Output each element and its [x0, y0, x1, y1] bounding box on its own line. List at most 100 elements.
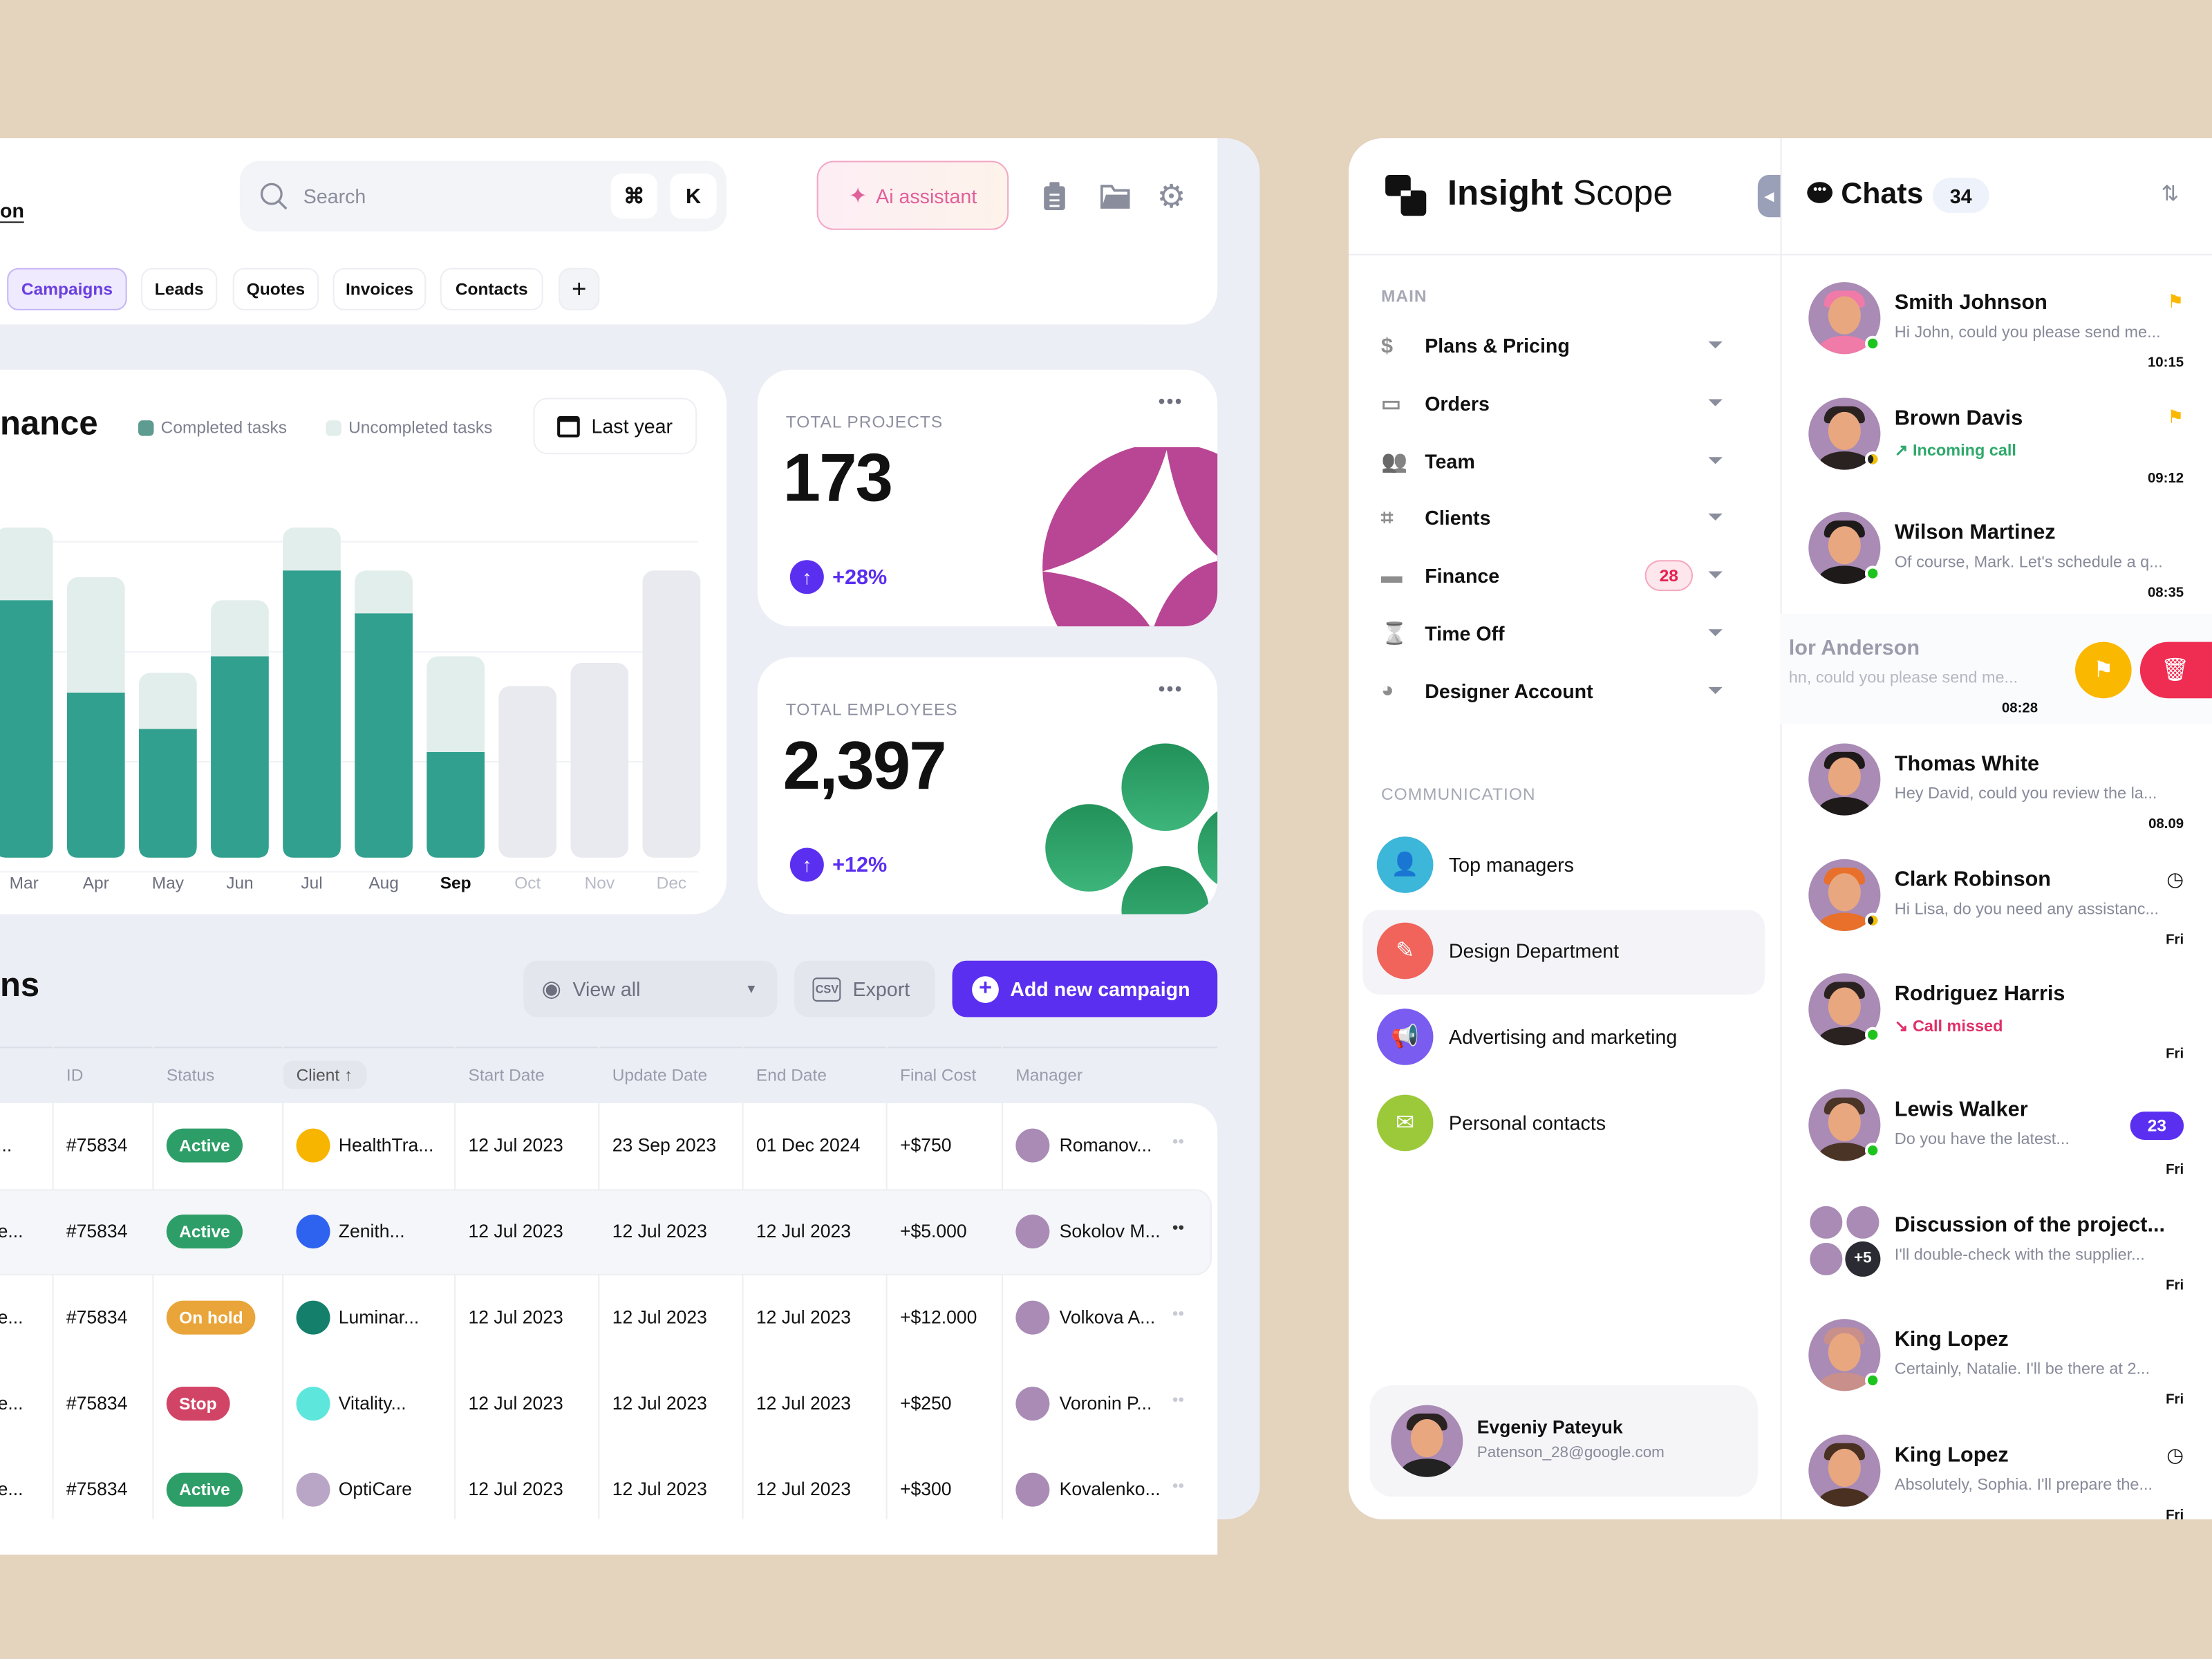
sidebar-item-designer-account[interactable]: ◕ Designer Account: [1381, 671, 1734, 711]
folder-icon[interactable]: [1100, 183, 1132, 209]
column-header[interactable]: End Date: [756, 1065, 827, 1085]
sidebar-item-team[interactable]: 👥 Team: [1381, 441, 1734, 480]
chevron-down-icon[interactable]: [1708, 571, 1723, 579]
final-cost: +$250: [900, 1392, 952, 1414]
table-row[interactable]: re... #75834 Active OptiCare 12 Jul 2023 12 J…: [0, 1472, 1213, 1507]
avatar-body: [1818, 1027, 1871, 1046]
row-actions-icon[interactable]: ••: [1172, 1131, 1185, 1152]
bar-uncompleted-nov: [570, 663, 629, 858]
profile-card[interactable]: Evgeniy Pateyuk Patenson_28@google.com: [1369, 1385, 1758, 1497]
chat-time: 08.09: [2148, 816, 2184, 832]
end-date: 12 Jul 2023: [756, 1306, 852, 1328]
column-divider: [282, 1047, 284, 1519]
channel-design-department[interactable]: ✎ Design Department: [1376, 922, 1619, 980]
manager-name: Sokolov M...: [1059, 1220, 1161, 1241]
more-options-icon[interactable]: •••: [1158, 677, 1183, 700]
sidebar-item-orders[interactable]: ▭ Orders: [1381, 384, 1734, 423]
chevron-down-icon[interactable]: [1708, 341, 1723, 349]
table-row[interactable]: re... #75834 Active Zenith... 12 Jul 2023 12 …: [0, 1215, 1213, 1249]
bar-completed-apr: [66, 693, 125, 858]
stat-card-projects: TOTAL PROJECTS 173 ••• ↑ +28%: [757, 369, 1218, 627]
channel-personal-contacts[interactable]: ✉ Personal contacts: [1376, 1094, 1606, 1152]
chat-message: I'll double-check with the supplier...: [1894, 1246, 2145, 1264]
more-options-icon[interactable]: •••: [1158, 389, 1183, 412]
column-header[interactable]: Manager: [1015, 1065, 1083, 1085]
chat-item[interactable]: Wilson Martinez Of course, Mark. Let's sc…: [1808, 512, 2189, 612]
chat-bubble-icon: •••: [1807, 182, 1833, 203]
chat-item[interactable]: Thomas White Hey David, could you review …: [1808, 743, 2189, 842]
column-header[interactable]: Start Date: [468, 1065, 545, 1085]
search-input[interactable]: Search ⌘ K: [239, 160, 727, 232]
tab-quotes[interactable]: Quotes: [232, 268, 319, 310]
column-header[interactable]: Client ↑: [282, 1060, 367, 1089]
table-row[interactable]: re... #75834 On hold Luminar... 12 Jul 2023 1…: [0, 1300, 1213, 1335]
manager-name: Voronin P...: [1059, 1392, 1152, 1414]
chat-item[interactable]: +5 Discussion of the project... I'll doubl…: [1808, 1204, 2189, 1303]
sidebar-item-label: Finance: [1425, 564, 1500, 588]
flag-icon[interactable]: ⚑: [2167, 406, 2184, 427]
sidebar-item-time-off[interactable]: ⌛ Time Off: [1381, 614, 1734, 653]
row-actions-icon[interactable]: ••: [1172, 1217, 1185, 1237]
sidebar-item-finance[interactable]: ▬ Finance 28: [1381, 556, 1734, 595]
chevron-down-icon[interactable]: [1708, 456, 1723, 464]
row-actions-icon[interactable]: ••: [1172, 1303, 1185, 1324]
chat-item-swiped[interactable]: lor Anderson hn, could you please send me…: [1780, 613, 2212, 724]
channel-advertising-and-marketing[interactable]: 📢 Advertising and marketing: [1376, 1009, 1677, 1065]
chat-message: Of course, Mark. Let's schedule a q...: [1894, 554, 2163, 572]
view-all-dropdown[interactable]: ◉ View all ▼: [523, 960, 778, 1018]
channel-top-managers[interactable]: 👤 Top managers: [1376, 836, 1574, 893]
chat-item[interactable]: King Lopez Certainly, Natalie. I'll be th…: [1808, 1319, 2189, 1418]
chat-name: lor Anderson: [1788, 636, 1920, 661]
tab-campaigns[interactable]: Campaigns: [7, 268, 127, 310]
chat-item[interactable]: Rodriguez Harris ↘ Call missed Fri: [1808, 973, 2189, 1073]
column-divider: [454, 1047, 456, 1519]
chat-item[interactable]: Clark Robinson Hi Lisa, do you need any a…: [1808, 858, 2189, 957]
column-header[interactable]: ID: [66, 1065, 84, 1085]
avatar-face: [1828, 411, 1861, 450]
export-button[interactable]: CSV Export: [794, 960, 936, 1018]
sidebar-item-plans-pricing[interactable]: $ Plans & Pricing: [1381, 326, 1734, 365]
group-more-count: +5: [1845, 1241, 1881, 1277]
table-row[interactable]: re... #75834 Stop Vitality... 12 Jul 2023 12 …: [0, 1387, 1213, 1421]
row-actions-icon[interactable]: ••: [1172, 1475, 1185, 1496]
campaign-id: #75834: [66, 1220, 128, 1241]
clipboard-icon[interactable]: [1042, 182, 1067, 211]
tab-invoices[interactable]: Invoices: [332, 268, 427, 310]
flag-icon[interactable]: ⚑: [2167, 290, 2184, 312]
table-row[interactable]: r... #75834 Active HealthTra... 12 Jul 2023 2…: [0, 1128, 1213, 1163]
chevron-down-icon[interactable]: [1708, 686, 1723, 694]
add-campaign-button[interactable]: + Add new campaign: [952, 960, 1218, 1018]
collapse-sidebar-button[interactable]: ◀: [1757, 175, 1781, 218]
stat-value: 173: [782, 441, 893, 516]
chat-item[interactable]: King Lopez Absolutely, Sophia. I'll prepa…: [1808, 1434, 2189, 1533]
sort-az-icon[interactable]: ⇅: [2161, 182, 2180, 206]
manager-avatar: [1015, 1128, 1050, 1163]
sidebar-item-clients[interactable]: ⌗ Clients: [1381, 498, 1734, 538]
avatar-body: [1818, 1488, 1871, 1507]
online-status-dot: [1864, 566, 1881, 582]
timer-icon[interactable]: ◷: [2166, 1443, 2184, 1466]
start-date: 12 Jul 2023: [468, 1220, 563, 1241]
period-select-button[interactable]: Last year: [533, 397, 697, 455]
row-actions-icon[interactable]: ••: [1172, 1389, 1185, 1409]
clients-icon: ⌗: [1380, 506, 1394, 531]
page-tab-partial[interactable]: on: [0, 199, 24, 223]
column-header[interactable]: Update Date: [612, 1065, 708, 1085]
column-header[interactable]: Final Cost: [900, 1065, 977, 1085]
tab-leads[interactable]: Leads: [141, 268, 218, 310]
gear-icon[interactable]: ⚙: [1156, 178, 1186, 215]
add-tab-button[interactable]: +: [559, 268, 600, 310]
flag-action-button[interactable]: ⚑: [2075, 641, 2132, 699]
chat-item[interactable]: Lewis Walker Do you have the latest... Fri…: [1808, 1089, 2189, 1188]
chat-time: 10:15: [2147, 355, 2184, 371]
chevron-down-icon[interactable]: [1708, 399, 1723, 406]
timer-icon[interactable]: ◷: [2166, 867, 2184, 890]
tab-contacts[interactable]: Contacts: [440, 268, 543, 310]
chat-item[interactable]: Brown Davis ↗ Incoming call 09:12 ⚑: [1808, 397, 2189, 496]
chat-item[interactable]: Smith Johnson Hi John, could you please s…: [1808, 282, 2189, 381]
chevron-down-icon[interactable]: [1708, 629, 1723, 637]
chevron-down-icon[interactable]: [1708, 514, 1723, 521]
ai-assistant-button[interactable]: ✦ Ai assistant: [816, 160, 1009, 230]
column-header[interactable]: Status: [166, 1065, 215, 1085]
delete-action-button[interactable]: 🗑: [2139, 641, 2212, 699]
